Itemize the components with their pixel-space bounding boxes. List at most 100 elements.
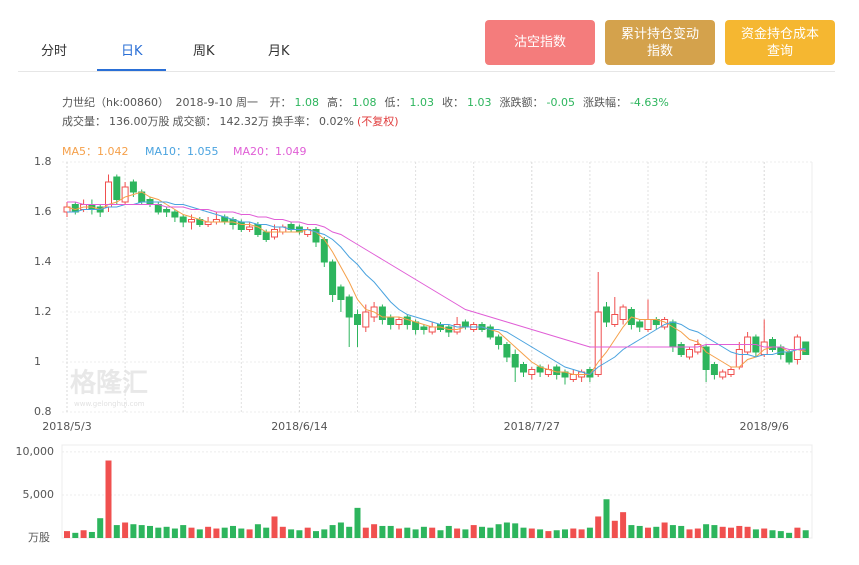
candle-body <box>769 339 776 350</box>
candle-body <box>719 371 727 378</box>
volume-bar <box>503 522 510 538</box>
tab[interactable]: 日K <box>121 44 143 59</box>
legend-entry: MA10：1.055 <box>145 145 219 158</box>
candle-body <box>735 349 743 368</box>
volume-bar <box>454 528 461 538</box>
candle-body <box>486 326 494 338</box>
volume-bar <box>412 529 419 538</box>
y-unit: 万股 <box>28 531 50 544</box>
tab[interactable]: 周K <box>193 44 215 59</box>
volume-bar <box>512 523 519 538</box>
note: (不复权) <box>356 115 399 128</box>
volume-bar <box>130 524 137 538</box>
volume-bar <box>520 527 527 538</box>
volume-bar <box>562 529 568 538</box>
volume-bar <box>611 520 618 538</box>
volume-bar <box>171 528 178 538</box>
info-value: 0.02% <box>319 115 354 128</box>
candle-body <box>262 231 270 240</box>
volume-bar <box>669 525 676 538</box>
candle-body <box>461 321 469 328</box>
volume-bar <box>769 530 776 538</box>
info-value: 1.03 <box>409 96 434 109</box>
info-value: 1.03 <box>466 96 492 109</box>
button[interactable]: 累计持仓变动指数 <box>605 20 715 65</box>
volume-bar <box>88 531 95 538</box>
info-label: 成交额： <box>172 115 217 128</box>
candle-body <box>553 366 561 375</box>
volume-bar <box>678 525 685 538</box>
candle-body <box>113 176 121 200</box>
info-label: 涨跌幅： <box>582 96 627 109</box>
candle-body <box>528 369 536 375</box>
candle-body <box>503 344 511 358</box>
candle-body <box>395 319 403 325</box>
candle-body <box>511 354 519 368</box>
candle-body <box>246 226 254 230</box>
volume-bar <box>711 525 718 538</box>
info-label: 收： <box>441 96 464 109</box>
tab[interactable]: 分时 <box>41 44 68 59</box>
candle-body <box>163 209 171 213</box>
candle-body <box>188 219 195 223</box>
volume-bar <box>105 460 112 538</box>
volume-bar <box>80 530 87 538</box>
volume-bar <box>329 525 336 538</box>
candle-body <box>603 306 610 323</box>
candle-body <box>644 319 652 330</box>
candle-body <box>686 349 693 358</box>
volume-bar <box>72 532 79 538</box>
info-value: 142.32万 <box>219 115 270 128</box>
volume-bar <box>694 528 701 538</box>
volume-bar <box>470 525 477 538</box>
volume-bar <box>686 529 693 538</box>
volume-bar <box>462 529 469 538</box>
date: 2018-9-10 周一 <box>175 96 258 109</box>
volume-bar <box>445 525 452 538</box>
info-label: 换手率： <box>272 115 316 128</box>
info-value: -4.63% <box>629 96 669 109</box>
volume-bar <box>802 530 809 538</box>
tab[interactable]: 月K <box>268 44 290 59</box>
volume-bar <box>586 527 593 538</box>
volume-bar <box>404 527 411 538</box>
candle-body <box>702 346 710 370</box>
candle-body <box>171 211 179 218</box>
candle-body <box>453 324 461 333</box>
volume-bar <box>113 525 120 538</box>
candle-body <box>727 369 735 375</box>
info-row: 成交量： 136.00万股 成交额： 142.32万 换手率： 0.02% (不复权) <box>62 113 402 129</box>
candle-body <box>354 314 361 325</box>
volume-bar <box>387 525 394 538</box>
candle-body <box>710 364 718 375</box>
candle-body <box>271 229 278 238</box>
volume-bar <box>437 530 444 538</box>
y-tick-label: 0.8 <box>34 405 52 418</box>
volume-bar <box>362 527 369 538</box>
volume-bar <box>371 524 378 538</box>
volume-bar <box>736 525 743 538</box>
button[interactable]: 沽空指数 <box>485 20 595 65</box>
x-tick-label: 2018/7/27 <box>504 420 560 433</box>
legend-entry: MA5：1.042 <box>62 145 129 158</box>
candle-body <box>378 306 386 320</box>
candle-body <box>387 316 395 325</box>
info-value: 1.08 <box>294 96 319 109</box>
y-tick-label: 1.6 <box>34 205 52 218</box>
volume-bar <box>188 527 195 538</box>
info-row: 力世纪（hk:00860） 2018-9-10 周一 开： 1.08 高： 1.08 低… <box>62 94 677 110</box>
volume-bar <box>794 527 801 538</box>
candle-body <box>594 311 602 375</box>
volume-bar <box>528 528 535 538</box>
candle-body <box>694 344 702 353</box>
info-label: 涨跌额： <box>499 96 544 109</box>
candle-body <box>611 314 619 325</box>
button[interactable]: 资金持仓成本查询 <box>725 20 835 65</box>
volume-bar <box>288 529 295 538</box>
volume-bar <box>653 526 660 538</box>
candle-body <box>312 229 320 243</box>
candle-body <box>121 186 129 203</box>
volume-bar <box>628 525 635 538</box>
info-label: 高： <box>326 96 349 109</box>
